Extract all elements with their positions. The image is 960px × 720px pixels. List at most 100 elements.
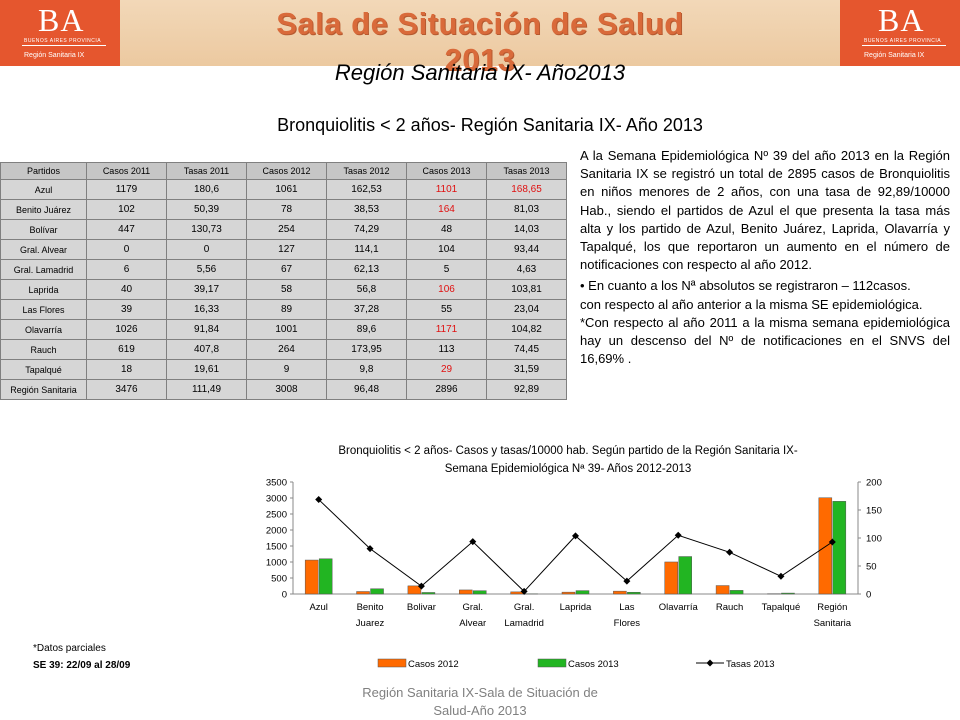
table-row: Tapalqué 18 19,61 9 9,8 29 31,59	[0, 359, 567, 380]
value-cell: 96,48	[326, 379, 407, 400]
legend-label: Tasas 2013	[726, 659, 775, 670]
value-cell: 5	[406, 259, 487, 280]
left-tick-label: 3500	[266, 478, 287, 489]
epi-week-note: SE 39: 22/09 al 28/09	[33, 660, 131, 671]
bar-casos-2013	[729, 590, 744, 595]
bar-casos-2013	[781, 592, 795, 595]
bar-casos-2013	[627, 591, 641, 595]
partido-cell: Benito Juárez	[0, 199, 87, 220]
partido-cell: Laprida	[0, 279, 87, 300]
right-tick-label: 50	[866, 562, 877, 573]
footer-line: Región Sanitaria IX-Sala de Situación de	[362, 685, 598, 700]
value-cell: 103,81	[486, 279, 567, 300]
marker-tasas-2013	[726, 548, 734, 556]
logo-region: Región Sanitaria IX	[24, 52, 85, 59]
value-cell: 37,28	[326, 299, 407, 320]
line-tasas-2013	[318, 499, 833, 593]
table-row: Azul 1179 180,6 1061 162,53 1101 168,65	[0, 179, 567, 200]
marker-tasas-2013	[572, 532, 579, 540]
column-header: Tasas 2011	[166, 162, 247, 180]
description-paragraph: con respecto al año anterior a la misma …	[580, 296, 923, 312]
partido-cell: Gral. Alvear	[0, 239, 87, 260]
category-label: Benito Juarez	[356, 602, 385, 629]
page-subtitle: Región Sanitaria IX- Año2013	[334, 60, 626, 85]
partial-data-note: *Datos parciales	[33, 643, 106, 654]
logo-divider	[862, 45, 946, 46]
value-cell: 1026	[86, 319, 167, 340]
value-cell: 1101	[406, 179, 487, 200]
value-cell: 48	[406, 219, 487, 240]
value-cell: 50,39	[166, 199, 247, 220]
cases-chart: Bronquiolitis < 2 años- Casos y tasas/10…	[248, 440, 888, 680]
left-tick-label: 2000	[266, 526, 287, 537]
value-cell: 39	[86, 299, 167, 320]
table-row: Rauch 619 407,8 264 173,95 113 74,45	[0, 339, 567, 360]
right-tick-label: 150	[866, 506, 882, 517]
column-header: Tasas 2012	[326, 162, 407, 180]
table-row: Las Flores 39 16,33 89 37,28 55 23,04	[0, 299, 567, 320]
bar-casos-2012	[561, 591, 576, 595]
partido-cell: Olavarría	[0, 319, 87, 340]
bar-casos-2012	[818, 497, 833, 595]
description-paragraph: *Con respecto al año 2011 a la misma sem…	[580, 314, 950, 367]
marker-tasas-2013	[315, 496, 323, 504]
description-text: A la Semana Epidemiológica Nº 39 del año…	[580, 147, 950, 368]
legend-label: Casos 2013	[568, 659, 619, 670]
category-label: Gral. Lamadrid	[504, 602, 544, 629]
partido-cell: Bolívar	[0, 219, 87, 240]
table-row: Gral. Lamadrid 6 5,56 67 62,13 5 4,63	[0, 259, 567, 280]
value-cell: 89	[246, 299, 327, 320]
bar-casos-2012	[664, 561, 678, 595]
description-bullet-text: En cuanto a los Nª absolutos se registra…	[588, 278, 911, 294]
description-paragraph: A la Semana Epidemiológica Nº 39 del año…	[580, 148, 950, 273]
value-cell: 31,59	[486, 359, 567, 380]
banner-title: Sala de Situación de Salud 2013	[276, 6, 684, 77]
value-cell: 4,63	[486, 259, 567, 280]
category-label: Región Sanitaria	[814, 602, 852, 629]
value-cell: 91,84	[166, 319, 247, 340]
logo-mark: BA	[878, 2, 925, 38]
value-cell: 9,8	[326, 359, 407, 380]
header-banner: BA BUENOS AIRES PROVINCIA Región Sanitar…	[0, 0, 960, 77]
bar-casos-2013	[473, 590, 487, 595]
table-row: Bolívar 447 130,73 254 74,29 48 14,03	[0, 219, 567, 240]
ba-logo-left: BA BUENOS AIRES PROVINCIA Región Sanitar…	[0, 0, 120, 66]
value-cell: 39,17	[166, 279, 247, 300]
value-cell: 173,95	[326, 339, 407, 360]
value-cell: 62,13	[326, 259, 407, 280]
table-row: Laprida 40 39,17 58 56,8 106 103,81	[0, 279, 567, 300]
value-cell: 106	[406, 279, 487, 300]
bar-casos-2012	[304, 559, 319, 595]
marker-tasas-2013	[520, 587, 528, 595]
bar-casos-2013	[832, 501, 847, 595]
ba-logo-right: BA BUENOS AIRES PROVINCIA Región Sanitar…	[840, 0, 960, 66]
value-cell: 16,33	[166, 299, 247, 320]
marker-tasas-2013	[469, 538, 477, 546]
value-cell: 3008	[246, 379, 327, 400]
value-cell: 264	[246, 339, 327, 360]
category-label: Olavarría	[659, 602, 699, 613]
value-cell: 168,65	[486, 179, 567, 200]
marker-tasas-2013	[417, 582, 425, 590]
value-cell: 58	[246, 279, 327, 300]
value-cell: 55	[406, 299, 487, 320]
value-cell: 127	[246, 239, 327, 260]
column-header: Partidos	[0, 162, 87, 180]
category-label: Tapalqué	[762, 602, 801, 613]
value-cell: 29	[406, 359, 487, 380]
value-cell: 56,8	[326, 279, 407, 300]
value-cell: 92,89	[486, 379, 567, 400]
value-cell: 1061	[246, 179, 327, 200]
value-cell: 19,61	[166, 359, 247, 380]
bar-casos-2013	[678, 556, 692, 595]
right-tick-label: 0	[866, 590, 871, 601]
value-cell: 111,49	[166, 379, 247, 400]
footer: Región Sanitaria IX-Sala de Situación de…	[330, 684, 630, 720]
value-cell: 23,04	[486, 299, 567, 320]
value-cell: 1001	[246, 319, 327, 340]
cases-table: Partidos Casos 2011 Tasas 2011 Casos 2012 Ta…	[0, 162, 567, 400]
table-row: Gral. Alvear 0 0 127 114,1 104 93,44	[0, 239, 567, 260]
value-cell: 74,29	[326, 219, 407, 240]
marker-tasas-2013	[623, 577, 631, 585]
value-cell: 93,44	[486, 239, 567, 260]
